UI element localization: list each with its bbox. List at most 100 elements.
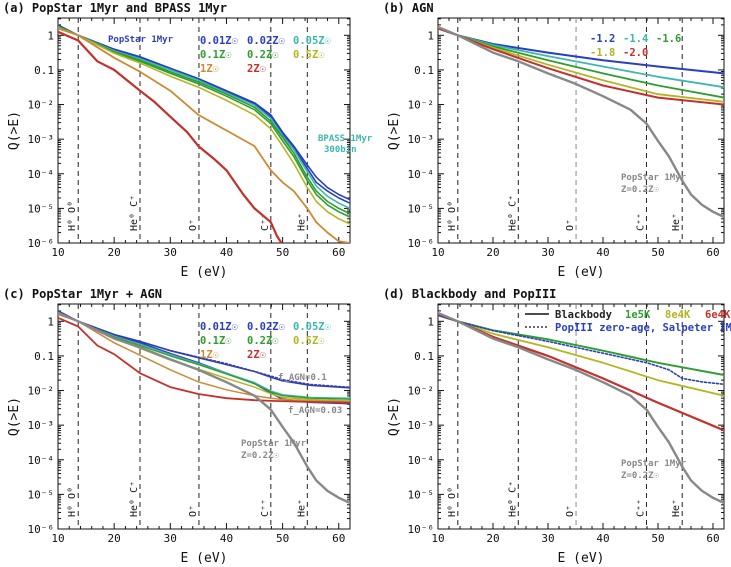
panel-title: (c) PopStar 1Myr + AGN: [3, 287, 162, 301]
x-tick-label: 50: [276, 532, 289, 545]
x-tick-label: 40: [596, 532, 609, 545]
x-tick-label: 60: [706, 246, 719, 259]
panel-title: (b) AGN: [383, 1, 434, 15]
y-axis-label: Q(>E): [7, 397, 22, 436]
y-tick-label: 10⁻³: [408, 133, 435, 146]
x-tick-label: 30: [541, 532, 554, 545]
annotation: f_AGN=0.03: [288, 406, 342, 416]
annotation: Z=0.2Z☉: [621, 471, 660, 481]
panel-d: (d) Blackbody and PopIII 10 20 30 40 50 60 10⁻⁶…: [383, 287, 731, 566]
ionization-label: He⁰ C⁺: [129, 195, 140, 231]
legend-entry: 0.02Z☉: [247, 321, 285, 333]
series-group: [438, 25, 724, 219]
x-tick-label: 40: [596, 246, 609, 259]
y-tick-label: 0.1: [34, 350, 54, 363]
y-tick-label: 10⁻⁶: [408, 237, 435, 250]
x-tick-label: 20: [486, 532, 499, 545]
legend-entry: 0.2Z☉: [247, 335, 279, 347]
ionization-label: He⁰ C⁺: [507, 195, 518, 231]
y-tick-label: 0.1: [414, 350, 434, 363]
legend-entry: 0.1Z☉: [200, 49, 232, 61]
y-tick-label: 10⁻⁶: [28, 523, 55, 536]
series-line-2: [58, 311, 350, 399]
x-tick-label: 10: [431, 532, 444, 545]
annotation: PopStar 1Myr: [621, 459, 687, 469]
legend-entry: 8e4K: [665, 309, 691, 321]
legend-entry: -2.0: [623, 47, 648, 59]
y-tick-label: 10⁻²: [28, 385, 55, 398]
x-tick-label: 60: [332, 246, 345, 259]
series-line-3: [438, 314, 724, 386]
series-line-5: [58, 313, 350, 403]
y-tick-label: 10⁻⁵: [28, 488, 55, 501]
y-tick-label: 10⁻³: [28, 419, 55, 432]
ionization-label: C⁺⁺: [635, 213, 646, 231]
annotation: PopStar 1Myr: [241, 439, 307, 449]
legend-entry: -1.8: [590, 47, 615, 59]
legend-entry: -1.4: [623, 33, 648, 45]
ionization-label: H⁰ O⁰: [447, 487, 458, 517]
panel-title: (a) PopStar 1Myr and BPASS 1Myr: [3, 1, 227, 15]
annotation: PopStar 1Myr: [108, 35, 174, 45]
ionization-label: O⁺: [188, 219, 199, 231]
x-tick-label: 50: [651, 246, 664, 259]
y-tick-label: 1: [47, 29, 54, 42]
annotation: BPASS 1Myr: [318, 134, 373, 144]
y-tick-label: 1: [427, 315, 434, 328]
y-axis-label: Q(>E): [387, 397, 402, 436]
y-tick-label: 10⁻⁶: [28, 237, 55, 250]
series-line-7: [58, 310, 350, 388]
ionization-label: He⁰ C⁺: [129, 481, 140, 517]
annotation: 300bin: [324, 144, 357, 155]
x-tick-label: 30: [164, 246, 177, 259]
x-axis-label: E (eV): [181, 265, 228, 280]
series-line-6: [58, 27, 350, 243]
y-tick-label: 10⁻²: [28, 99, 55, 112]
ionization-label: He⁺: [296, 213, 307, 231]
legend-entry: 0.05Z☉: [293, 321, 331, 333]
x-axis-label: E (eV): [558, 551, 605, 566]
ionization-label: C⁺⁺: [260, 499, 271, 517]
series-line-4: [438, 311, 724, 505]
ionization-label: He⁺: [671, 213, 682, 231]
y-tick-label: 10⁻³: [408, 419, 435, 432]
series-line-1: [58, 24, 350, 204]
panel-title: (d) Blackbody and PopIII: [383, 287, 556, 301]
y-tick-label: 0.1: [414, 64, 434, 77]
ionization-label: H⁰ O⁰: [447, 201, 458, 231]
legend-entry: 0.05Z☉: [293, 35, 331, 47]
ionization-label: H⁰ O⁰: [67, 487, 78, 517]
y-tick-label: 0.1: [34, 64, 54, 77]
legend-entry: 2Z☉: [247, 63, 266, 75]
legend-entry: 1Z☉: [200, 349, 219, 361]
x-tick-label: 10: [51, 532, 64, 545]
y-axis-label: Q(>E): [387, 111, 402, 150]
ionization-label: O⁺: [188, 505, 199, 517]
series-group: [438, 311, 724, 505]
ionization-label: He⁺: [671, 499, 682, 517]
y-tick-label: 1: [427, 29, 434, 42]
y-tick-label: 10⁻⁵: [28, 202, 55, 215]
y-tick-label: 10⁻⁴: [408, 454, 435, 467]
x-tick-label: 40: [220, 532, 233, 545]
plot-frame: [437, 303, 725, 530]
ionization-label: H⁰ O⁰: [67, 201, 78, 231]
legend-entry: PopIII zero-age, Salpeter IMF: [555, 322, 731, 334]
series-line-5: [58, 26, 350, 225]
legend-entry: 0.02Z☉: [247, 35, 285, 47]
series-line-3: [58, 25, 350, 215]
ionization-label: He⁺: [296, 499, 307, 517]
ionization-label: C⁺⁺: [260, 213, 271, 231]
y-tick-label: 10⁻⁴: [28, 454, 55, 467]
legend-entry: -1.6: [656, 33, 681, 45]
x-tick-label: 30: [164, 532, 177, 545]
series-group: [58, 24, 350, 243]
legend-entry: 0.2Z☉: [247, 49, 279, 61]
x-tick-label: 30: [541, 246, 554, 259]
y-tick-label: 10⁻⁴: [28, 168, 55, 181]
y-tick-label: 10⁻⁵: [408, 202, 435, 215]
x-tick-label: 40: [220, 246, 233, 259]
legend-entry: 0.01Z☉: [200, 321, 238, 333]
